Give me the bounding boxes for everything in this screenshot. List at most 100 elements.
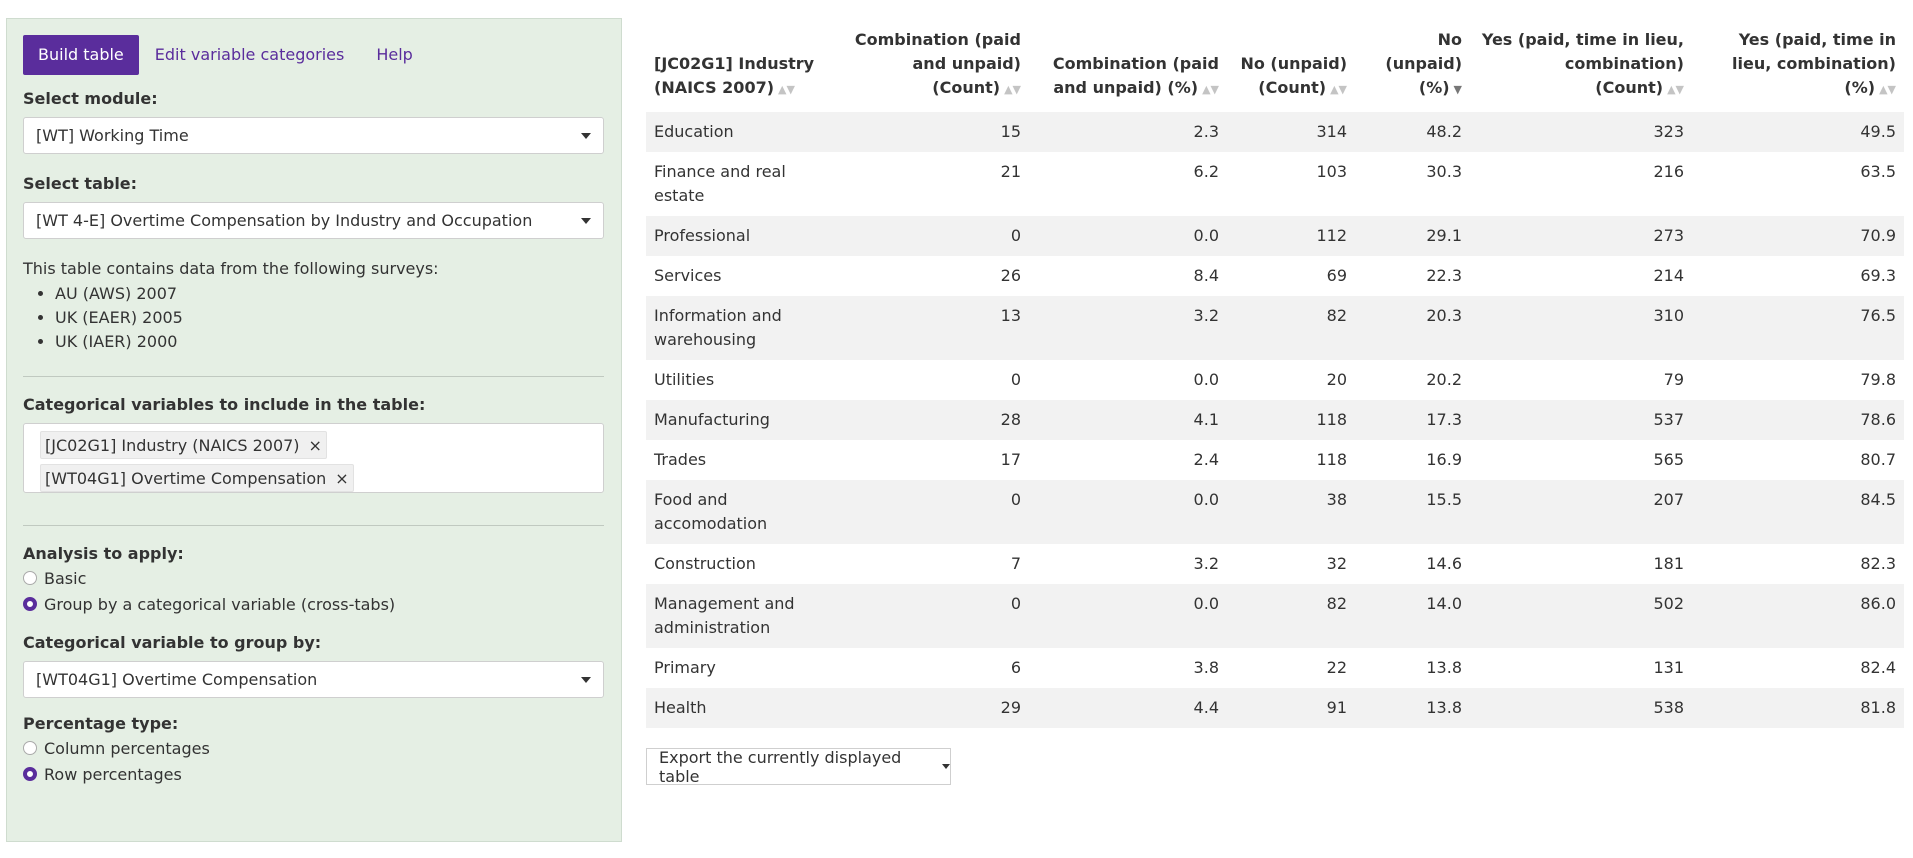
value-cell: 69 bbox=[1326, 266, 1347, 285]
analysis-option-crosstabs[interactable]: Group by a categorical variable (cross-t… bbox=[23, 591, 604, 617]
value-cell: 14.0 bbox=[1426, 594, 1462, 613]
value-cell: 8.4 bbox=[1193, 266, 1219, 285]
value-cell: 82.4 bbox=[1860, 658, 1896, 677]
value-cell: 537 bbox=[1653, 410, 1684, 429]
column-header-combination-pct[interactable]: Combination (paid and unpaid) (%) ▲▼ bbox=[1052, 54, 1219, 97]
table-row: Manufacturing 28 4.1 118 17.3 537 78.6 bbox=[646, 400, 1904, 440]
value-cell: 0 bbox=[1010, 226, 1021, 245]
chevron-down-icon bbox=[581, 217, 591, 224]
value-cell: 207 bbox=[1653, 490, 1684, 509]
remove-tag-icon[interactable]: × bbox=[335, 468, 349, 488]
variable-tag-label: [WT04G1] Overtime Compensation bbox=[45, 468, 327, 488]
categorical-variables-input[interactable]: [JC02G1] Industry (NAICS 2007) × [WT04G1… bbox=[23, 423, 604, 493]
industry-cell: Professional bbox=[654, 226, 751, 245]
value-cell: 4.1 bbox=[1193, 410, 1219, 429]
column-header-combination-count[interactable]: Combination (paid and unpaid) (Count) ▲▼ bbox=[854, 30, 1021, 97]
value-cell: 314 bbox=[1316, 122, 1347, 141]
value-cell: 13 bbox=[1000, 306, 1021, 325]
sort-icon: ▲▼ bbox=[778, 83, 795, 96]
value-cell: 3.8 bbox=[1193, 658, 1219, 677]
table-row: Construction 7 3.2 32 14.6 181 82.3 bbox=[646, 544, 1904, 584]
radio-checked[interactable] bbox=[23, 767, 37, 781]
radio-unchecked[interactable] bbox=[23, 741, 37, 755]
radio-checked[interactable] bbox=[23, 597, 37, 611]
chevron-down-icon bbox=[581, 132, 591, 139]
table-row: Health 29 4.4 91 13.8 538 81.8 bbox=[646, 688, 1904, 728]
tab-edit-variable-categories[interactable]: Edit variable categories bbox=[154, 45, 345, 64]
variable-tag: [WT04G1] Overtime Compensation × bbox=[40, 464, 354, 492]
sort-icon: ▲▼ bbox=[1667, 83, 1684, 96]
value-cell: 80.7 bbox=[1860, 450, 1896, 469]
value-cell: 69.3 bbox=[1860, 266, 1896, 285]
value-cell: 181 bbox=[1653, 554, 1684, 573]
value-cell: 29.1 bbox=[1426, 226, 1462, 245]
remove-tag-icon[interactable]: × bbox=[308, 435, 322, 455]
value-cell: 13.8 bbox=[1426, 698, 1462, 717]
chevron-down-icon bbox=[581, 676, 591, 683]
table-row: Primary 6 3.8 22 13.8 131 82.4 bbox=[646, 648, 1904, 688]
value-cell: 502 bbox=[1653, 594, 1684, 613]
value-cell: 0 bbox=[1010, 370, 1021, 389]
value-cell: 26 bbox=[1000, 266, 1021, 285]
industry-cell: Finance and real estate bbox=[654, 162, 786, 205]
value-cell: 79.8 bbox=[1860, 370, 1896, 389]
industry-cell: Health bbox=[654, 698, 707, 717]
value-cell: 15.5 bbox=[1426, 490, 1462, 509]
value-cell: 6.2 bbox=[1193, 162, 1219, 181]
radio-unchecked[interactable] bbox=[23, 571, 37, 585]
table-header-row: [JC02G1] Industry (NAICS 2007) ▲▼ Combina… bbox=[646, 0, 1904, 112]
value-cell: 79 bbox=[1663, 370, 1684, 389]
value-cell: 214 bbox=[1653, 266, 1684, 285]
select-module-label: Select module: bbox=[23, 89, 158, 108]
value-cell: 38 bbox=[1326, 490, 1347, 509]
survey-item: AU (AWS) 2007 bbox=[55, 282, 604, 306]
variable-tag-label: [JC02G1] Industry (NAICS 2007) bbox=[45, 435, 300, 455]
value-cell: 3.2 bbox=[1193, 306, 1219, 325]
value-cell: 131 bbox=[1653, 658, 1684, 677]
results-table: [JC02G1] Industry (NAICS 2007) ▲▼ Combina… bbox=[646, 0, 1904, 728]
value-cell: 78.6 bbox=[1860, 410, 1896, 429]
table-row: Utilities 0 0.0 20 20.2 79 79.8 bbox=[646, 360, 1904, 400]
column-header-no-count[interactable]: No (unpaid) (Count) ▲▼ bbox=[1240, 54, 1347, 97]
value-cell: 216 bbox=[1653, 162, 1684, 181]
value-cell: 2.4 bbox=[1193, 450, 1219, 469]
value-cell: 7 bbox=[1010, 554, 1021, 573]
column-header-industry[interactable]: [JC02G1] Industry (NAICS 2007) ▲▼ bbox=[654, 54, 815, 97]
table-row: Information and warehousing 13 3.2 82 20.3 31… bbox=[646, 296, 1904, 360]
value-cell: 91 bbox=[1326, 698, 1347, 717]
value-cell: 48.2 bbox=[1426, 122, 1462, 141]
caret-down-icon bbox=[942, 764, 950, 769]
industry-cell: Primary bbox=[654, 658, 716, 677]
value-cell: 14.6 bbox=[1426, 554, 1462, 573]
percentage-option-column[interactable]: Column percentages bbox=[23, 735, 604, 761]
value-cell: 30.3 bbox=[1426, 162, 1462, 181]
sidebar-panel: Build table Edit variable categories Hel… bbox=[6, 18, 622, 842]
section-divider bbox=[23, 525, 604, 526]
percentage-option-row[interactable]: Row percentages bbox=[23, 761, 604, 787]
module-select[interactable]: [WT] Working Time bbox=[23, 117, 604, 154]
value-cell: 323 bbox=[1653, 122, 1684, 141]
value-cell: 538 bbox=[1653, 698, 1684, 717]
value-cell: 22 bbox=[1326, 658, 1347, 677]
value-cell: 4.4 bbox=[1193, 698, 1219, 717]
value-cell: 22.3 bbox=[1426, 266, 1462, 285]
value-cell: 0.0 bbox=[1193, 594, 1219, 613]
value-cell: 20.2 bbox=[1426, 370, 1462, 389]
groupby-select[interactable]: [WT04G1] Overtime Compensation bbox=[23, 661, 604, 698]
table-row: Education 15 2.3 314 48.2 323 49.5 bbox=[646, 112, 1904, 152]
tab-build-table[interactable]: Build table bbox=[23, 35, 139, 75]
value-cell: 103 bbox=[1316, 162, 1347, 181]
table-select[interactable]: [WT 4-E] Overtime Compensation by Indust… bbox=[23, 202, 604, 239]
categorical-variables-label: Categorical variables to include in the … bbox=[23, 395, 426, 414]
tab-help[interactable]: Help bbox=[376, 45, 413, 64]
value-cell: 310 bbox=[1653, 306, 1684, 325]
column-header-yes-pct[interactable]: Yes (paid, time in lieu, combination) (%… bbox=[1732, 30, 1896, 97]
export-table-button[interactable]: Export the currently displayed table bbox=[646, 748, 951, 786]
surveys-list: AU (AWS) 2007 UK (EAER) 2005 UK (IAER) 2… bbox=[23, 282, 604, 354]
analysis-label: Analysis to apply: bbox=[23, 544, 184, 563]
sort-icon: ▲▼ bbox=[1330, 83, 1347, 96]
column-header-no-pct[interactable]: No (unpaid) (%) ▼ bbox=[1385, 30, 1462, 97]
analysis-option-basic[interactable]: Basic bbox=[23, 565, 604, 591]
column-header-yes-count[interactable]: Yes (paid, time in lieu, combination) (C… bbox=[1481, 30, 1684, 97]
table-row: Trades 17 2.4 118 16.9 565 80.7 bbox=[646, 440, 1904, 480]
